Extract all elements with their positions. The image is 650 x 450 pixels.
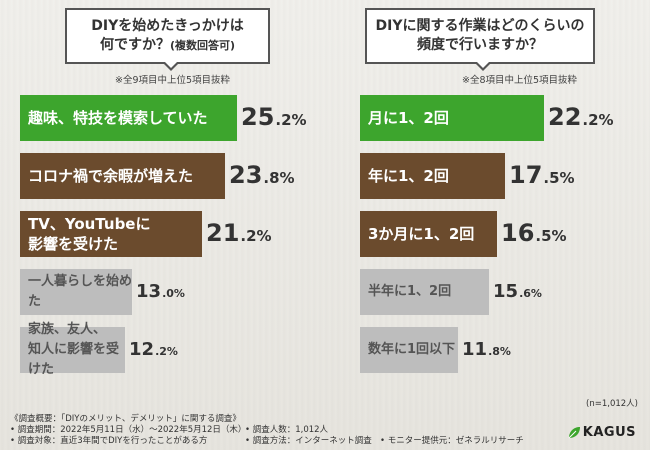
value-num: 25 — [241, 103, 275, 131]
value-label: 21.2% — [206, 219, 272, 247]
value-label: 23.8% — [229, 161, 295, 189]
footer-count: • 調査人数：1,012人 — [245, 425, 329, 435]
value-pct: .0% — [162, 287, 185, 300]
bar-label: 月に1、2回 — [368, 109, 449, 127]
bar-label: 半年に1、2回 — [368, 284, 452, 299]
value-pct: .5% — [535, 227, 567, 245]
value-label: 13.0% — [136, 281, 185, 302]
bar-label: 数年に1回以下 — [368, 342, 456, 357]
bar-label: 3か月に1、2回 — [368, 225, 475, 243]
right-question-line2: 頻度で行いますか？ — [417, 37, 543, 53]
bar-label: コロナ禍で余暇が増えた — [28, 167, 194, 185]
bar-left-5: 家族、友人、 知人に影響を受けた — [20, 322, 125, 377]
value-label: 25.2% — [241, 103, 307, 131]
footer-title: 《調査概要：「DIYのメリット、デメリット」に関する調査》 — [10, 414, 241, 424]
value-num: 17 — [509, 161, 543, 189]
bar-right-2: 年に1、2回 — [360, 153, 505, 199]
value-pct: .2% — [155, 345, 178, 358]
value-num: 16 — [501, 219, 535, 247]
value-pct: .5% — [543, 169, 575, 187]
bar-right-4: 半年に1、2回 — [360, 269, 489, 315]
bar-right-1: 月に1、2回 — [360, 95, 544, 141]
bar-left-2: コロナ禍で余暇が増えた — [20, 153, 225, 199]
value-label: 16.5% — [501, 219, 567, 247]
leaf-icon — [568, 426, 580, 438]
bar-label: 年に1、2回 — [368, 167, 449, 185]
bar-label: 家族、友人、 知人に影響を受けた — [28, 322, 120, 377]
right-note: ※全8項目中上位5項目抜粋 — [462, 75, 578, 86]
right-question-line1: DIYに関する作業はどのくらいの — [375, 18, 585, 34]
bar-left-3: TV、YouTubeに 影響を受けた — [20, 211, 202, 257]
value-label: 12.2% — [129, 339, 178, 360]
value-num: 13 — [136, 281, 162, 302]
left-question-line1: DIYを始めたきっかけは — [91, 18, 244, 34]
footer-provider: • モニター提供元：ゼネラルリサーチ — [380, 436, 524, 446]
footer-method: • 調査方法：インターネット調査 — [245, 436, 372, 446]
logo-text: KAGUS — [582, 425, 636, 440]
value-num: 21 — [206, 219, 240, 247]
right-question-box: DIYに関する作業はどのくらいの 頻度で行いますか？ — [365, 8, 595, 71]
value-label: 11.8% — [462, 339, 511, 360]
bar-label: TV、YouTubeに 影響を受けた — [28, 215, 151, 253]
bar-label: 趣味、特技を模索していた — [28, 109, 208, 127]
bar-left-1: 趣味、特技を模索していた — [20, 95, 237, 141]
footer-period: • 調査期間：2022年5月11日（水）～2022年5月12日（木） — [10, 425, 247, 435]
footer-target: • 調査対象：直近3年間でDIYを行ったことがある方 — [10, 436, 208, 446]
right-chart-panel: DIYに関する作業はどのくらいの 頻度で行いますか？ ※全8項目中上位5項目抜粋… — [345, 0, 645, 400]
value-label: 15.6% — [493, 281, 542, 302]
value-num: 23 — [229, 161, 263, 189]
bar-label: 一人暮らしを始めた — [28, 274, 133, 309]
value-pct: .8% — [488, 345, 511, 358]
value-num: 11 — [462, 339, 488, 360]
value-pct: .2% — [240, 227, 272, 245]
left-question-box: DIYを始めたきっかけは 何ですか？(複数回答可) — [65, 8, 270, 71]
value-label: 22.2% — [548, 103, 614, 131]
kagus-logo: KAGUS — [567, 425, 636, 440]
left-note: ※全9項目中上位5項目抜粋 — [115, 75, 231, 86]
value-pct: .6% — [519, 287, 542, 300]
value-pct: .8% — [263, 169, 295, 187]
bar-left-4: 一人暮らしを始めた — [20, 269, 132, 315]
value-num: 12 — [129, 339, 155, 360]
value-pct: .2% — [275, 111, 307, 129]
left-question-suffix: (複数回答可) — [169, 39, 236, 52]
value-num: 15 — [493, 281, 519, 302]
left-question-line2-wrap: 何ですか？(複数回答可) — [100, 36, 235, 55]
value-pct: .2% — [582, 111, 614, 129]
value-label: 17.5% — [509, 161, 575, 189]
sample-size-note: (n=1,012人) — [586, 399, 638, 409]
left-question-line2: 何ですか？ — [99, 37, 170, 53]
bar-right-5: 数年に1回以下 — [360, 327, 458, 373]
bar-right-3: 3か月に1、2回 — [360, 211, 497, 257]
value-num: 22 — [548, 103, 582, 131]
left-chart-panel: DIYを始めたきっかけは 何ですか？(複数回答可) ※全9項目中上位5項目抜粋 … — [10, 0, 310, 400]
